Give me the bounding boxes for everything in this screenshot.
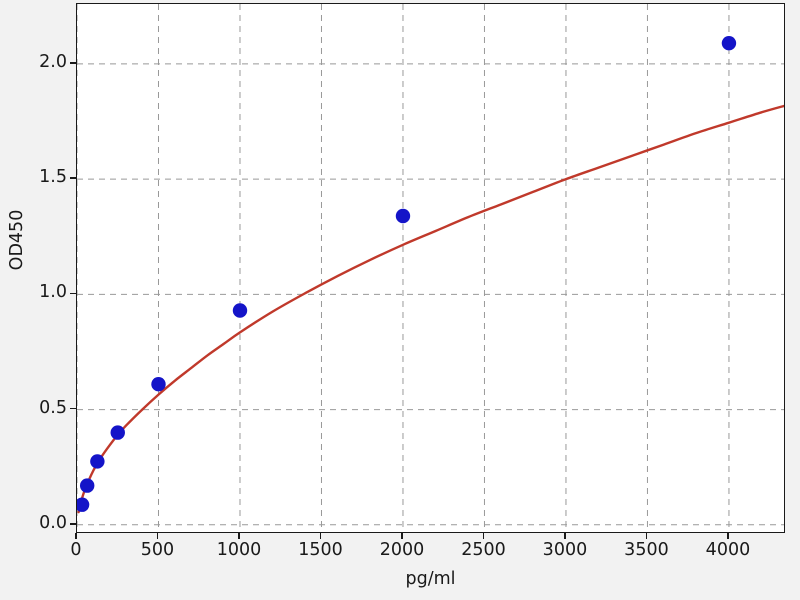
x-tick-label: 500 <box>140 540 175 560</box>
y-axis-label: OD450 <box>7 209 27 271</box>
x-tick-label: 2000 <box>379 540 425 560</box>
y-tick-label: 2.0 <box>39 51 67 72</box>
x-tick-mark <box>401 533 403 539</box>
data-points <box>77 35 737 512</box>
x-tick-label: 0 <box>70 540 82 560</box>
x-tick-label: 3500 <box>624 540 669 560</box>
plot-area <box>76 3 785 533</box>
x-axis-label: pg/ml <box>405 569 456 589</box>
x-tick-label: 2500 <box>461 540 506 560</box>
gridlines <box>77 4 784 532</box>
fitted-curve <box>77 104 784 514</box>
x-tick-mark <box>75 533 77 539</box>
x-tick-label: 4000 <box>705 540 751 560</box>
y-tick-label: 1.0 <box>39 282 67 303</box>
x-tick-mark <box>238 533 240 539</box>
y-tick-label: 0.5 <box>39 397 67 418</box>
x-tick-label: 1000 <box>216 540 262 560</box>
x-tick-mark <box>319 533 322 539</box>
x-tick-mark <box>156 533 159 539</box>
y-tick-mark <box>70 177 76 179</box>
x-tick-label: 3000 <box>542 540 588 560</box>
y-tick-mark <box>70 522 76 525</box>
x-tick-mark <box>482 533 485 539</box>
y-axis-tick-labels: 0.0 0.5 1.0 1.5 2.0 <box>0 0 67 600</box>
x-tick-mark <box>727 533 729 539</box>
y-tick-label: 0.0 <box>39 512 67 533</box>
x-tick-mark <box>645 533 648 539</box>
y-tick-mark <box>70 292 76 295</box>
y-tick-mark <box>70 407 76 410</box>
y-tick-mark <box>70 62 76 64</box>
y-tick-label: 1.5 <box>39 167 67 188</box>
x-tick-mark <box>564 533 566 539</box>
x-tick-label: 1500 <box>298 540 343 560</box>
